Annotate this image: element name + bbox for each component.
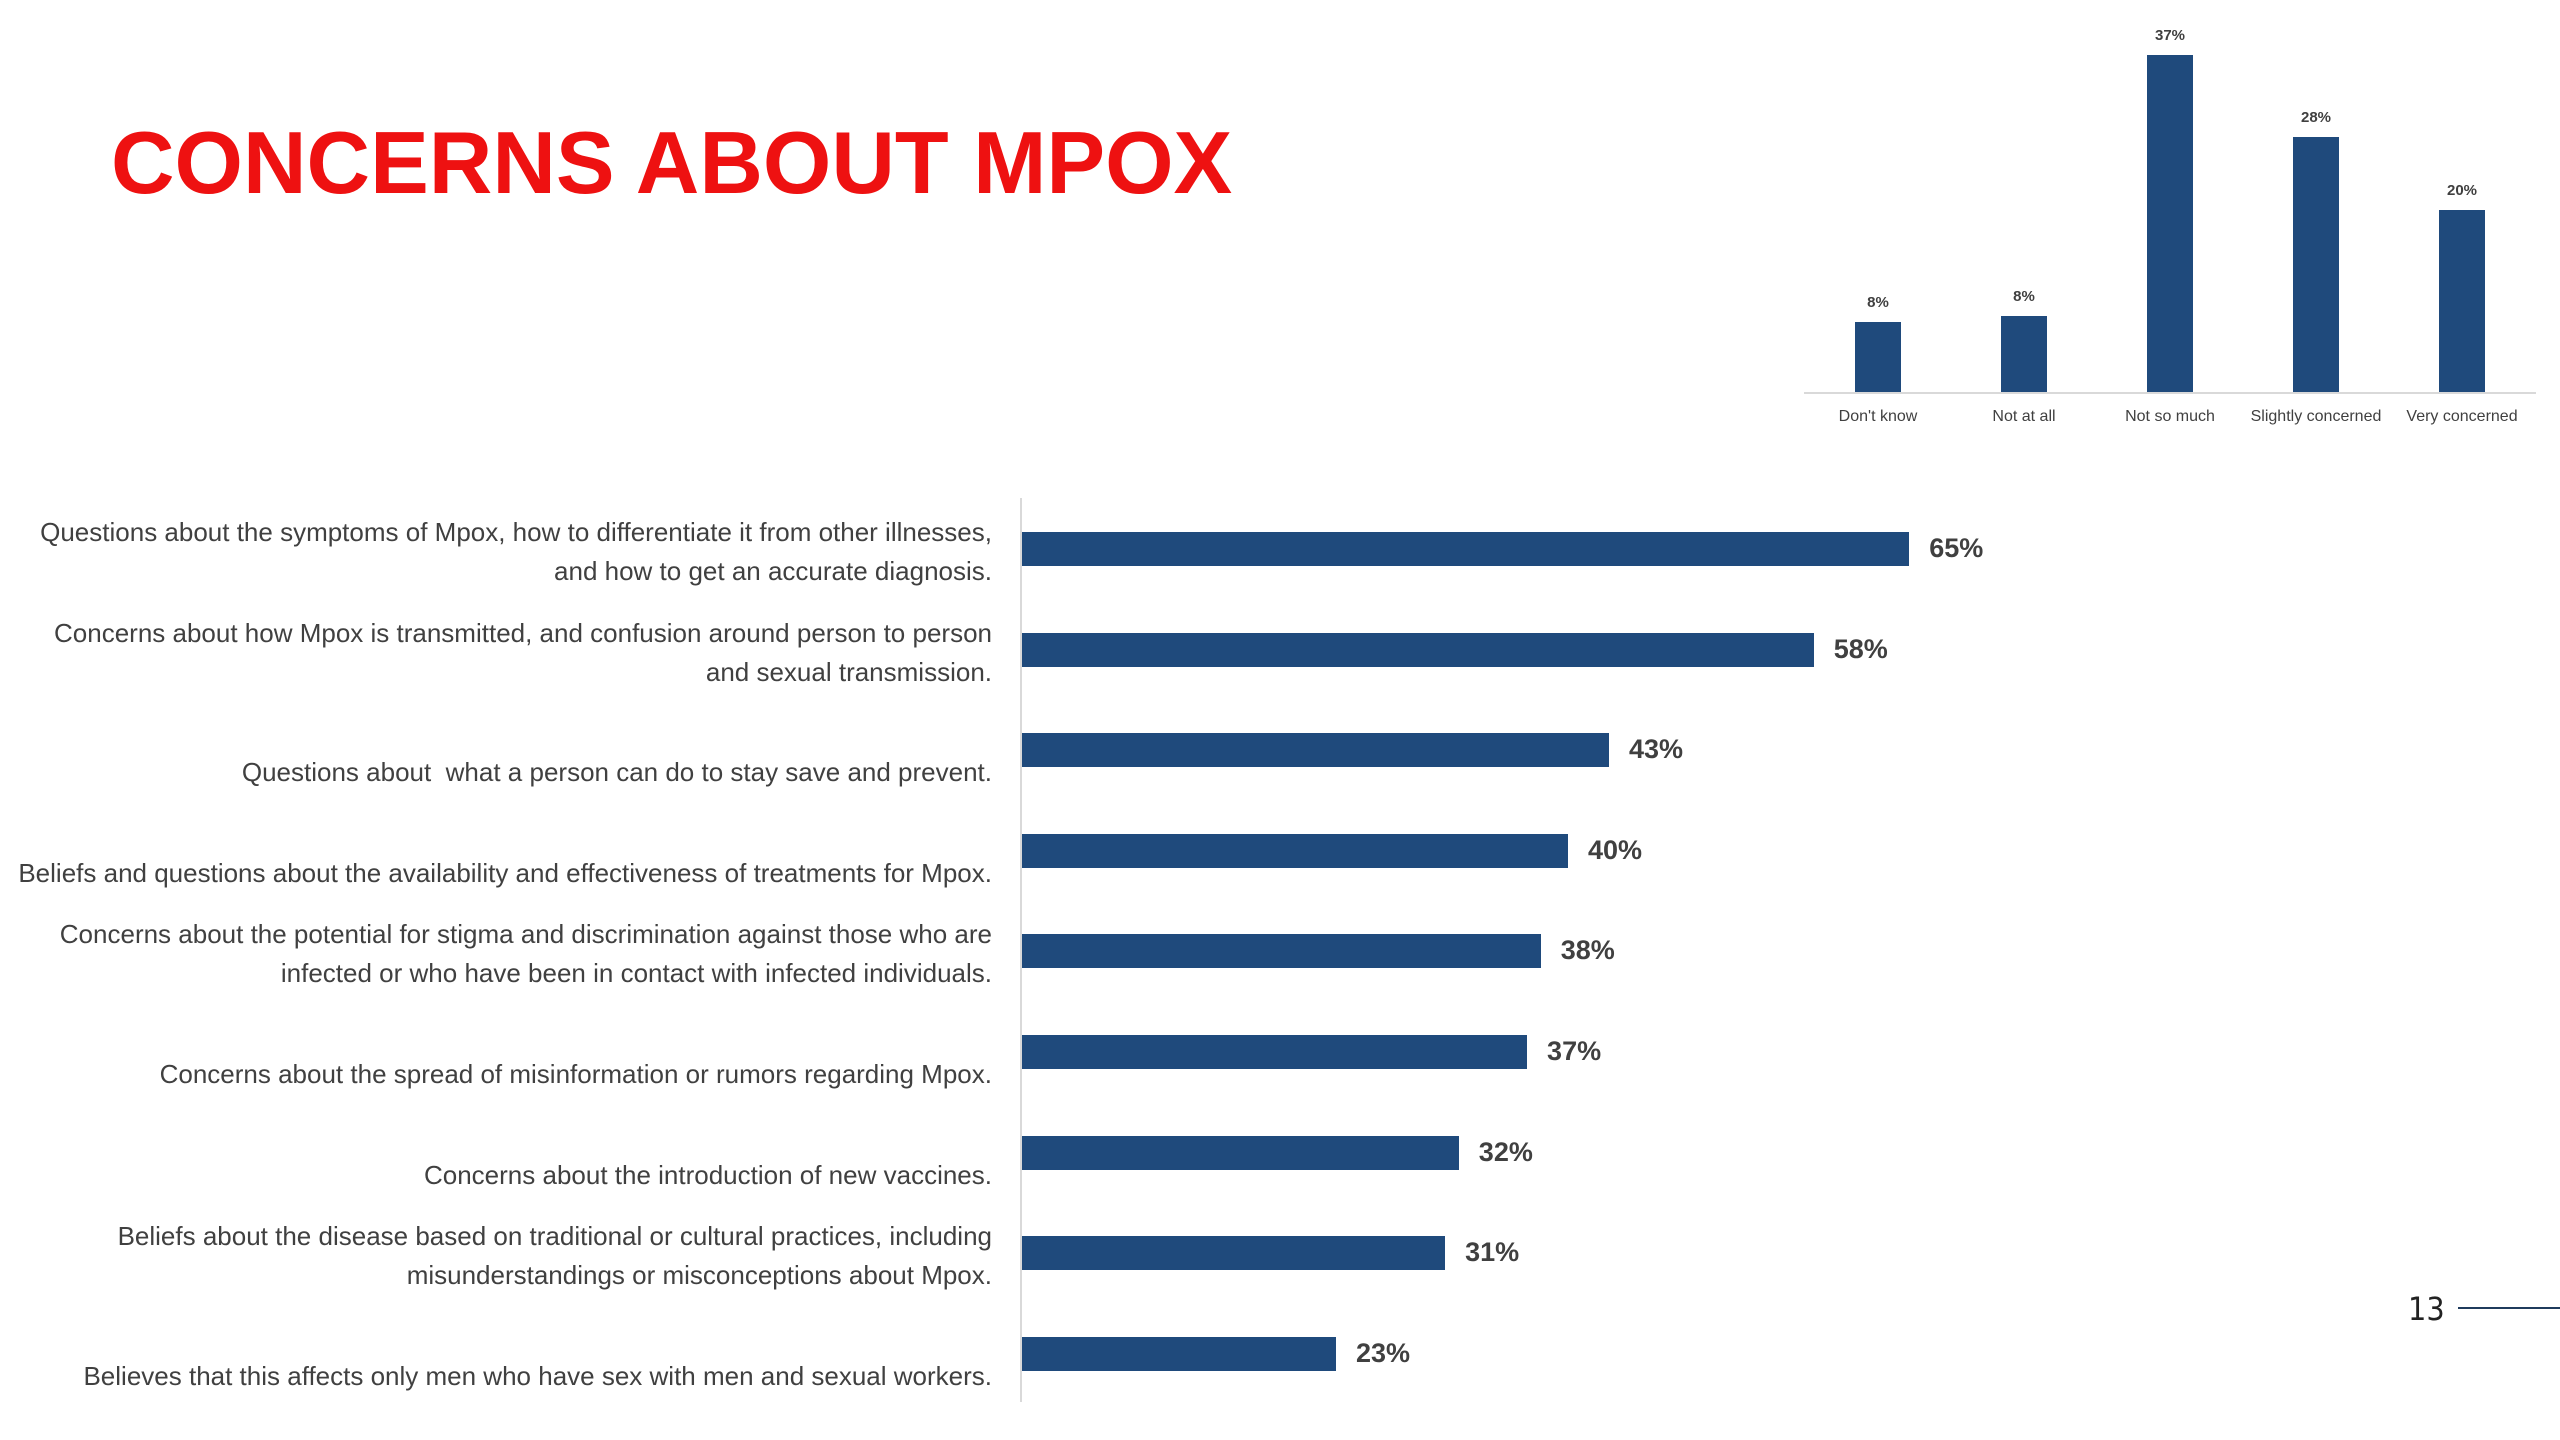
value-label: 40% [1588, 834, 1643, 865]
y-tick-label: Concerns about the introduction of new v… [423, 1159, 992, 1190]
value-label: 37% [1547, 1036, 1602, 1066]
bar [1022, 733, 1609, 768]
bar [1022, 1236, 1446, 1271]
x-tick-label: Not so much [2125, 408, 2215, 425]
bar [1022, 1336, 1336, 1371]
bar [1855, 321, 1901, 392]
bar [1022, 1135, 1459, 1170]
value-label: 31% [1465, 1237, 1520, 1268]
bar [1022, 833, 1568, 868]
y-tick-label: Concerns about the potential for stigma … [59, 919, 1000, 989]
page-rule [2458, 1307, 2560, 1309]
x-tick-label: Slightly concerned [2250, 408, 2382, 425]
x-tick-label: Very concerned [2406, 408, 2518, 425]
value-label: 37% [2154, 27, 2186, 45]
y-tick-label: Beliefs about the disease based on tradi… [117, 1221, 1000, 1291]
y-tick-label: Concerns about how Mpox is transmitted, … [54, 617, 1000, 687]
bar [2147, 55, 2193, 392]
slide-title: CONCERNS ABOUT MPOX [111, 113, 1233, 212]
bar [1022, 532, 1910, 566]
value-label: 58% [1833, 633, 1888, 664]
y-tick-label: Questions about the symptoms of Mpox, ho… [40, 517, 1000, 586]
value-label: 8% [2013, 287, 2035, 305]
bar [2001, 315, 2047, 392]
x-tick-label: Not at all [1992, 408, 2056, 425]
bar [1022, 1035, 1528, 1069]
value-label: 23% [1355, 1337, 1410, 1368]
y-axis-line [1020, 498, 1022, 1402]
value-label: 43% [1628, 734, 1683, 765]
bar [1022, 632, 1814, 667]
value-label: 28% [2300, 109, 2332, 127]
value-label: 65% [1929, 533, 1984, 563]
value-label: 8% [1867, 293, 1889, 311]
x-tick-label: Don't know [1838, 408, 1918, 425]
y-tick-label: Concerns about the spread of misinformat… [159, 1059, 992, 1089]
y-tick-label: Beliefs and questions about the availabi… [18, 857, 992, 888]
page-number: 13 [2408, 1290, 2445, 1328]
y-tick-label: Questions about what a person can do to … [241, 757, 992, 788]
value-label: 32% [1478, 1136, 1533, 1167]
bar [1022, 934, 1541, 969]
value-label: 38% [1560, 935, 1615, 966]
y-tick-label: Believes that this affects only men who … [83, 1360, 992, 1391]
x-axis-line [1804, 392, 2536, 394]
bar [2293, 137, 2339, 392]
bar [2439, 210, 2485, 392]
value-label: 20% [2446, 182, 2478, 199]
